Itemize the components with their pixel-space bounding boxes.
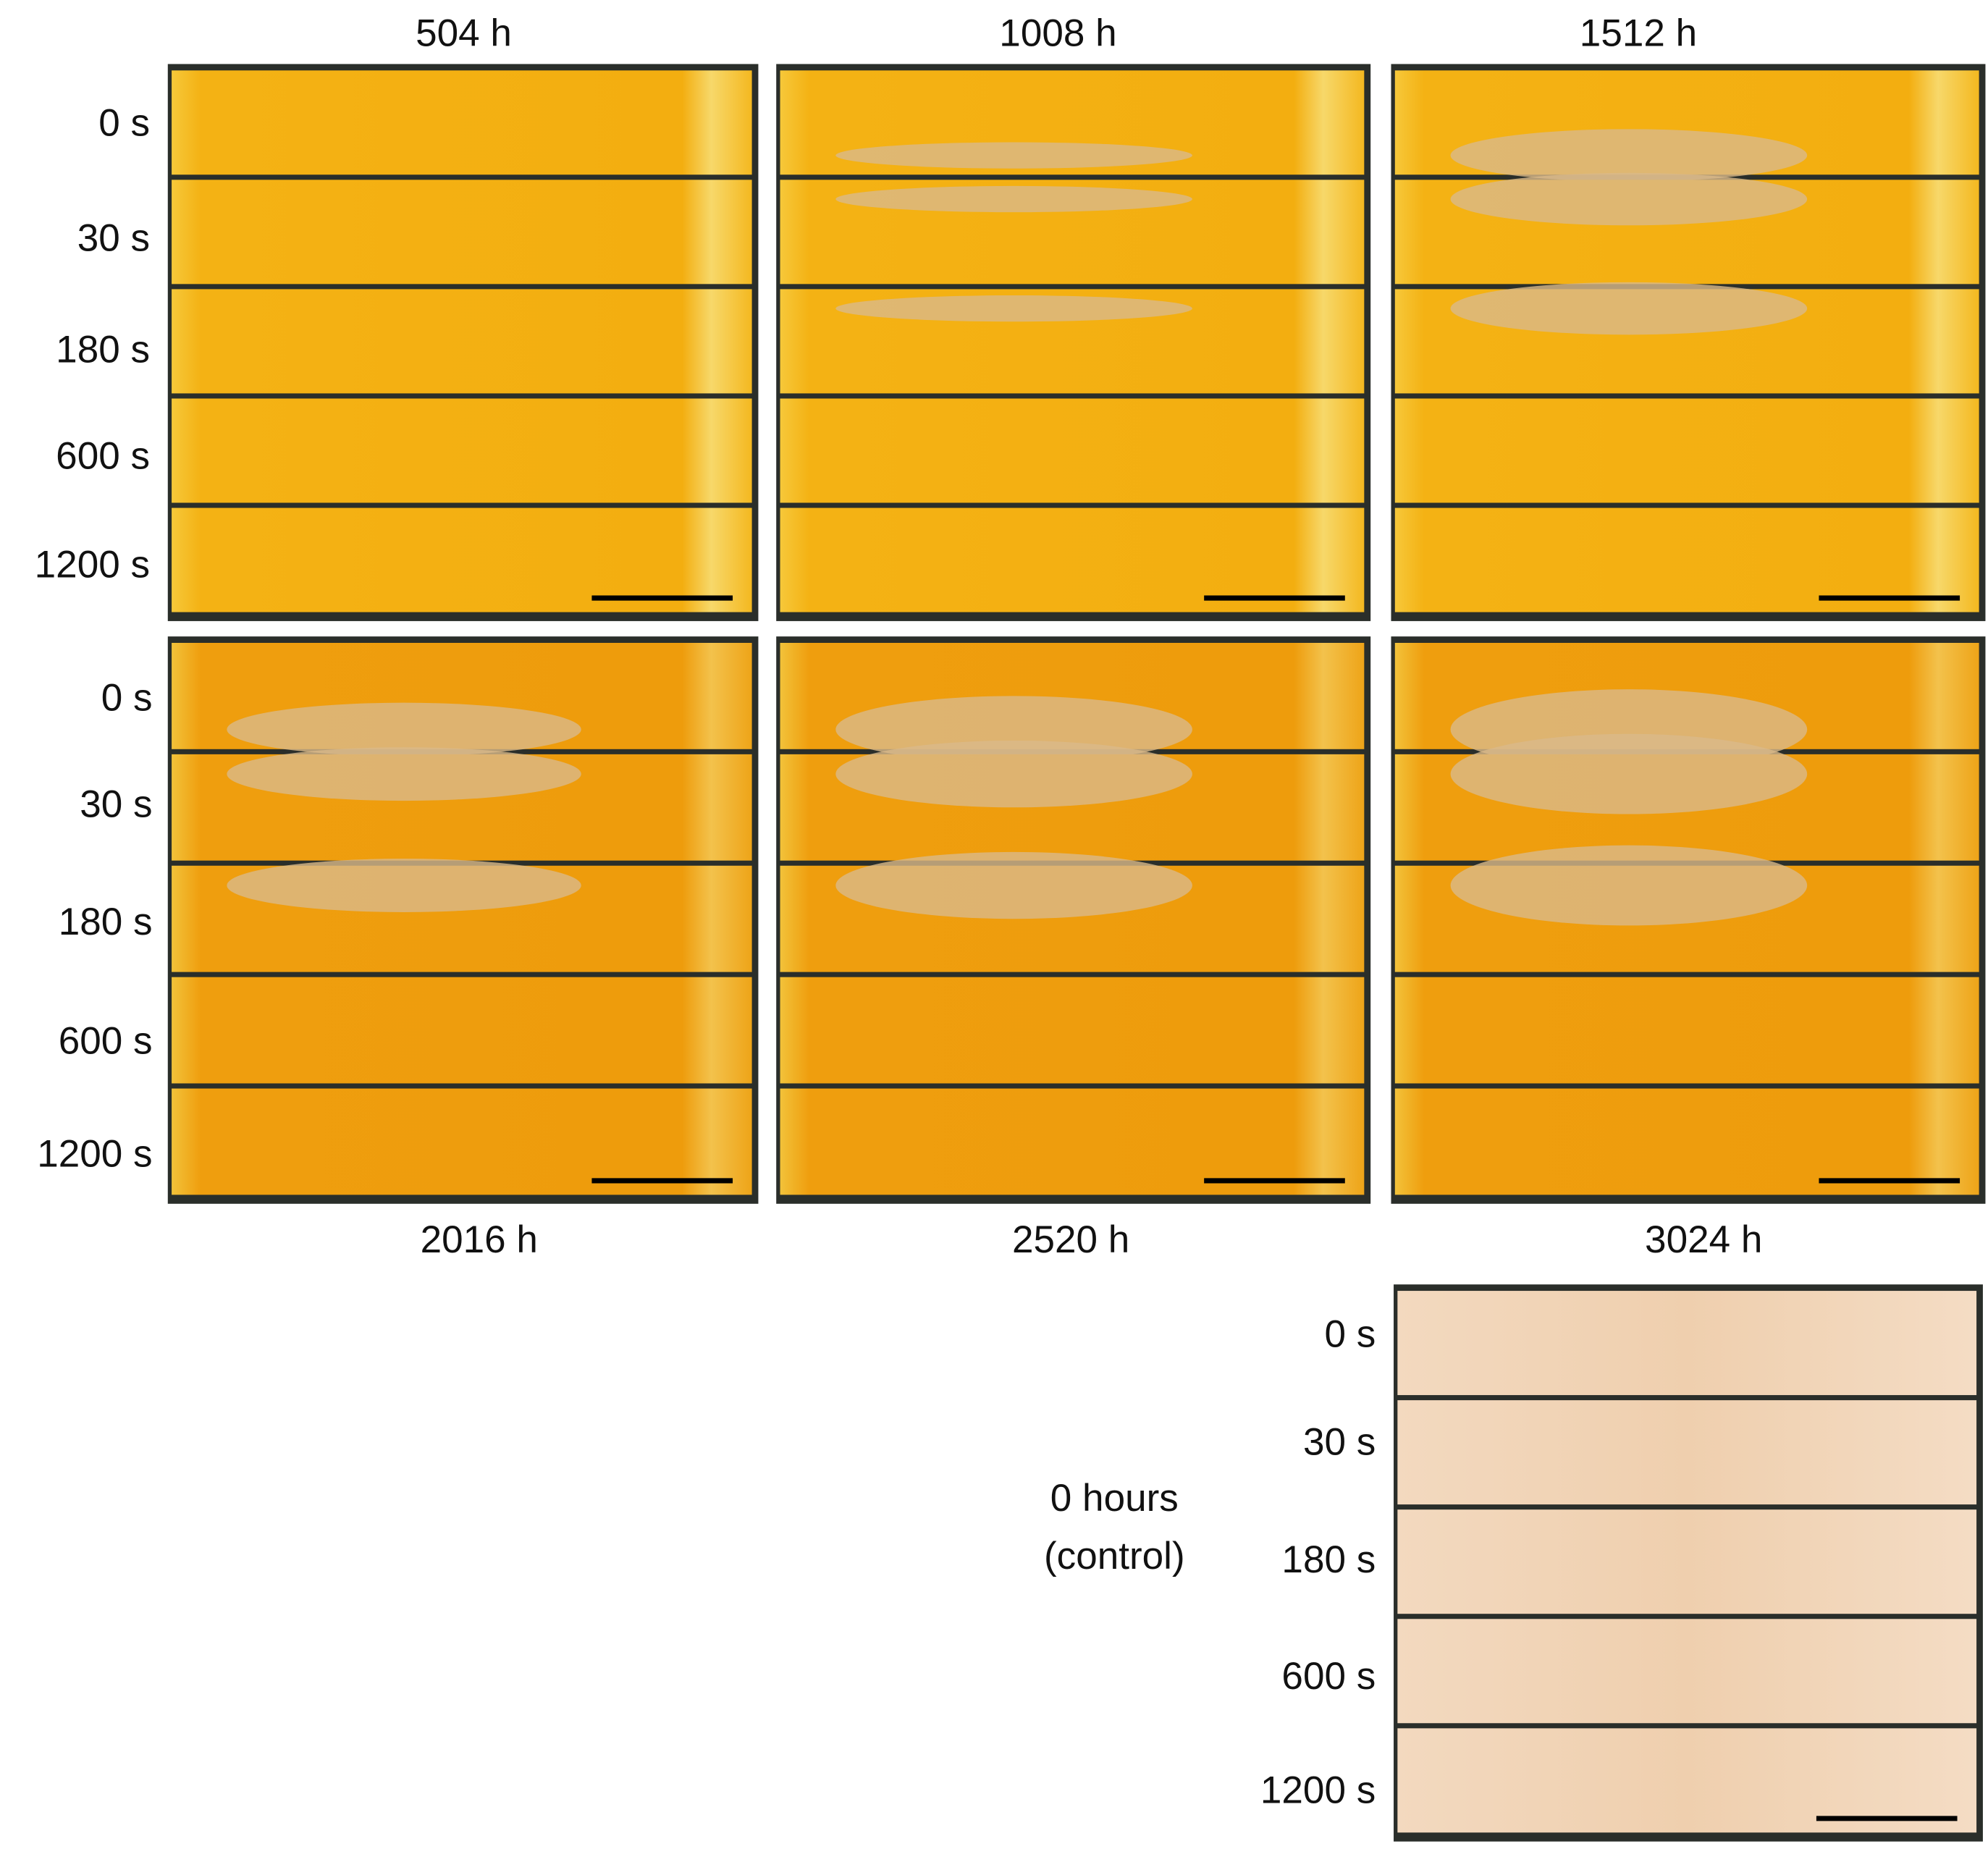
specimen-panel [1391, 636, 1986, 1204]
coating-damage [835, 185, 1192, 213]
coating-damage [835, 740, 1192, 808]
wood-strip [780, 977, 1365, 1084]
wood-strip [172, 398, 752, 503]
time-label: 3024 h [1645, 1218, 1762, 1261]
coating-damage [227, 859, 581, 912]
time-label: 2520 h [1012, 1218, 1129, 1261]
wood-strip [780, 1088, 1365, 1195]
wood-strip [172, 977, 752, 1084]
wood-strip [1394, 1088, 1979, 1195]
panels [167, 64, 1986, 1842]
coating-damage [1450, 845, 1808, 926]
row-label: 0 s [1324, 1313, 1376, 1356]
wood-strip [1394, 977, 1979, 1084]
control-label: (control) [1044, 1535, 1185, 1577]
row-label: 30 s [1303, 1420, 1376, 1463]
wood-strip [1397, 1509, 1977, 1614]
coating-damage [227, 702, 581, 757]
time-label: 1008 h [999, 12, 1116, 55]
wood-strip [172, 70, 752, 175]
coating-damage [835, 295, 1192, 322]
specimen-panel [167, 636, 759, 1204]
coating-damage [1450, 733, 1808, 814]
row-label: 1200 s [1260, 1769, 1376, 1811]
wood-strip [1394, 398, 1979, 503]
coating-damage [1450, 172, 1808, 226]
specimen-panel [776, 636, 1371, 1204]
specimen-panel [1391, 64, 1986, 621]
wood-strip [172, 289, 752, 394]
row-label: 180 s [56, 328, 150, 371]
row-label: 30 s [77, 217, 150, 260]
wood-strip [1394, 507, 1979, 612]
row-label: 1200 s [37, 1132, 152, 1175]
row-label: 0 s [101, 677, 153, 720]
control-label: 0 hours [1050, 1477, 1179, 1520]
specimen-panel [1394, 1284, 1983, 1842]
time-label: 504 h [416, 12, 512, 55]
coating-damage [1450, 282, 1808, 335]
coating-damage [835, 142, 1192, 169]
wood-strip [172, 507, 752, 612]
row-label: 600 s [1281, 1655, 1376, 1698]
wood-strip [172, 1088, 752, 1195]
row-label: 0 s [98, 101, 150, 144]
wood-strip [172, 180, 752, 285]
specimen-panel [776, 64, 1371, 621]
coating-damage [1450, 129, 1808, 182]
wood-strip [1397, 1400, 1977, 1505]
wood-strip [780, 507, 1365, 612]
time-label: 2016 h [421, 1218, 538, 1261]
row-label: 180 s [59, 901, 153, 943]
time-label: 1512 h [1580, 12, 1697, 55]
wood-strip [1397, 1291, 1977, 1396]
coating-damage [835, 851, 1192, 919]
wood-strip [1397, 1728, 1977, 1833]
wood-strip [1397, 1619, 1977, 1724]
wood-strip [780, 398, 1365, 503]
specimen-panel [167, 64, 759, 621]
coating-damage [227, 747, 581, 801]
row-label: 600 s [56, 434, 150, 477]
row-label: 1200 s [35, 544, 150, 586]
row-label: 600 s [59, 1020, 153, 1063]
row-label: 30 s [80, 783, 152, 825]
row-label: 180 s [1281, 1538, 1376, 1581]
labels: 504 h 1008 h 1512 h 2016 h 2520 h 3024 h 0 s 0 … [35, 12, 1763, 1812]
